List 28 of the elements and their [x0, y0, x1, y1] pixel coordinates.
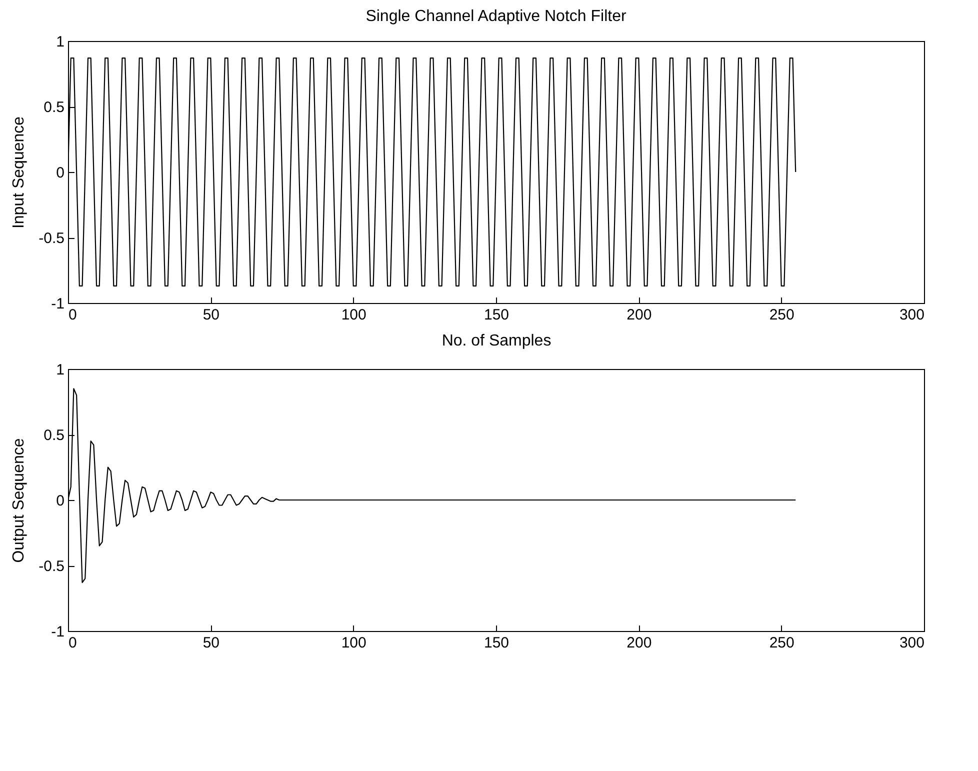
y-axis-title: Input Sequence	[10, 116, 28, 229]
x-tick-label: 250	[769, 634, 794, 652]
x-tick-label: 250	[769, 306, 794, 324]
x-tick-label: 50	[202, 306, 220, 324]
x-tick-label: 150	[484, 306, 510, 324]
x-tick-label: 150	[484, 634, 510, 652]
x-tick-label: 200	[626, 634, 652, 652]
y-tick-label: -1	[51, 624, 64, 640]
y-tick-label: -0.5	[38, 230, 64, 247]
x-tick-label: 300	[899, 634, 924, 652]
y-tick-label: 0	[56, 492, 64, 510]
x-tick-label: 100	[341, 634, 366, 652]
y-tick-label: 0.5	[44, 427, 64, 444]
x-axis-title: No. of Samples	[442, 332, 552, 350]
x-tick-label: 200	[626, 306, 652, 324]
x-tick-label: 50	[202, 634, 220, 652]
y-tick-label: -1	[51, 296, 64, 312]
y-tick-label: 0	[56, 164, 64, 182]
x-tick-label: 0	[68, 634, 77, 652]
y-axis-title: Output Sequence	[10, 438, 28, 563]
y-tick-label: 1	[56, 34, 64, 50]
y-tick-label: -0.5	[38, 558, 64, 575]
chart-title: Single Channel Adaptive Notch Filter	[366, 8, 627, 25]
x-tick-label: 300	[899, 306, 924, 324]
y-tick-label: 0.5	[44, 99, 64, 116]
y-tick-label: 1	[56, 362, 64, 378]
x-tick-label: 100	[341, 306, 366, 324]
x-tick-label: 0	[68, 306, 77, 324]
